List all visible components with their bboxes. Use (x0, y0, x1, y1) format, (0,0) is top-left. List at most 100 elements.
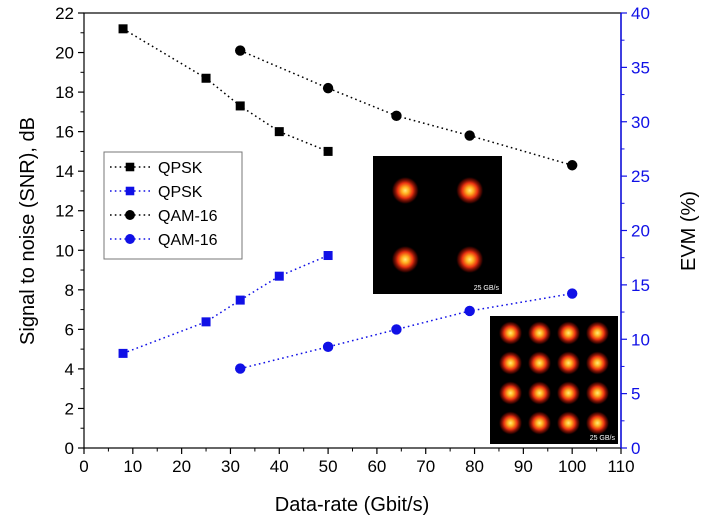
constellation-point (527, 351, 552, 375)
constellation-point (391, 245, 420, 274)
right-y-tick-label: 40 (631, 4, 650, 23)
legend-marker (125, 162, 135, 172)
left-y-axis-title: Signal to noise (SNR), dB (17, 117, 39, 345)
data-point (235, 295, 245, 305)
x-axis-ticks: 0 10 20 30 40 50 60 70 80 90 100 110 (79, 448, 635, 476)
left-y-tick-label: 16 (55, 123, 74, 142)
right-y-tick-label: 0 (631, 439, 640, 458)
constellation-point (585, 381, 610, 405)
legend-item: QAM-16 (110, 208, 218, 225)
data-point (118, 348, 128, 358)
constellation-point (556, 381, 581, 405)
x-tick-label: 80 (465, 457, 484, 476)
right-y-tick-label: 30 (631, 113, 650, 132)
x-tick-label: 0 (79, 457, 88, 476)
x-tick-label: 90 (514, 457, 533, 476)
x-tick-label: 100 (558, 457, 586, 476)
constellation-point (498, 411, 523, 435)
series-3-qam-16-left (235, 45, 578, 171)
constellation-point (585, 321, 610, 345)
x-tick-label: 110 (607, 457, 634, 476)
data-point (235, 363, 246, 374)
right-y-tick-label: 35 (631, 58, 650, 77)
data-point (323, 251, 333, 261)
inset-qpsk-constellation: 25 GB/s (373, 156, 502, 294)
legend-items: QPSK QPSK QAM-16 QAM-16 (110, 160, 218, 249)
legend-item: QPSK (110, 160, 203, 177)
data-point (235, 45, 246, 56)
data-point (464, 305, 475, 317)
x-tick-label: 20 (172, 457, 191, 476)
x-tick-label: 50 (319, 457, 338, 476)
inset-qam16-spots (498, 321, 610, 435)
data-point (464, 130, 475, 141)
legend: QPSK QPSK QAM-16 QAM-16 (103, 151, 243, 260)
series-2-qpsk-right (118, 251, 333, 358)
right-y-tick-label: 25 (631, 167, 650, 186)
legend-label: QAM-16 (158, 208, 218, 225)
left-y-tick-label: 20 (55, 44, 74, 63)
data-point (235, 101, 245, 111)
constellation-point (556, 411, 581, 435)
constellation-point (527, 321, 552, 345)
left-y-axis-ticks: 0 2 4 6 8 10 12 14 16 18 20 22 (55, 4, 84, 458)
inset-qpsk-background (373, 156, 502, 294)
constellation-point (498, 381, 523, 405)
legend-marker (125, 210, 135, 220)
inset-qam16-label: 25 GB/s (590, 435, 616, 442)
series-1-qpsk-left (118, 24, 333, 156)
data-point (274, 127, 284, 137)
series-line (122, 28, 329, 153)
data-point (322, 341, 334, 353)
left-y-tick-label: 6 (65, 320, 74, 339)
constellation-point (527, 411, 552, 435)
inset-qpsk-spots (391, 176, 484, 274)
legend-label: QPSK (158, 160, 203, 177)
data-point (118, 24, 128, 34)
left-y-tick-label: 10 (55, 241, 74, 260)
constellation-point (498, 321, 523, 345)
left-y-tick-label: 18 (55, 83, 74, 102)
legend-marker (125, 186, 135, 196)
x-tick-label: 70 (416, 457, 435, 476)
right-y-tick-label: 10 (631, 330, 650, 349)
constellation-point (498, 351, 523, 375)
x-tick-label: 40 (270, 457, 289, 476)
data-point (391, 324, 402, 335)
inset-qam16-constellation: 25 GB/s (490, 316, 618, 444)
series-line (122, 254, 329, 355)
x-tick-label: 10 (123, 457, 142, 476)
inset-qpsk-label: 25 GB/s (474, 285, 500, 292)
left-y-tick-label: 8 (65, 281, 74, 300)
left-y-tick-label: 14 (55, 162, 74, 181)
data-point (201, 317, 211, 327)
data-point (201, 73, 211, 83)
data-point (391, 110, 402, 122)
data-point (323, 146, 333, 156)
right-y-axis-ticks: 0 5 10 15 20 25 30 35 40 (621, 4, 650, 458)
left-y-tick-label: 4 (65, 360, 74, 379)
right-y-tick-label: 20 (631, 222, 650, 241)
legend-marker (125, 234, 135, 244)
right-y-tick-label: 15 (631, 276, 650, 295)
series-layer (118, 24, 578, 374)
right-y-axis-title: EVM (%) (678, 191, 700, 271)
x-tick-label: 60 (367, 457, 386, 476)
constellation-point (556, 321, 581, 345)
left-y-tick-label: 0 (65, 439, 74, 458)
series-line (239, 49, 573, 166)
constellation-point (455, 176, 484, 205)
data-point (566, 288, 578, 299)
legend-label: QPSK (158, 184, 203, 201)
x-axis-title: Data-rate (Gbit/s) (275, 494, 429, 516)
x-tick-label: 30 (221, 457, 240, 476)
left-y-tick-label: 2 (65, 399, 74, 418)
data-point (322, 82, 334, 94)
constellation-point (455, 245, 484, 274)
data-point (566, 160, 578, 171)
legend-label: QAM-16 (158, 232, 218, 249)
right-y-tick-label: 5 (631, 385, 640, 404)
series-4-qam-16-right (235, 288, 578, 374)
legend-item: QAM-16 (110, 232, 218, 249)
